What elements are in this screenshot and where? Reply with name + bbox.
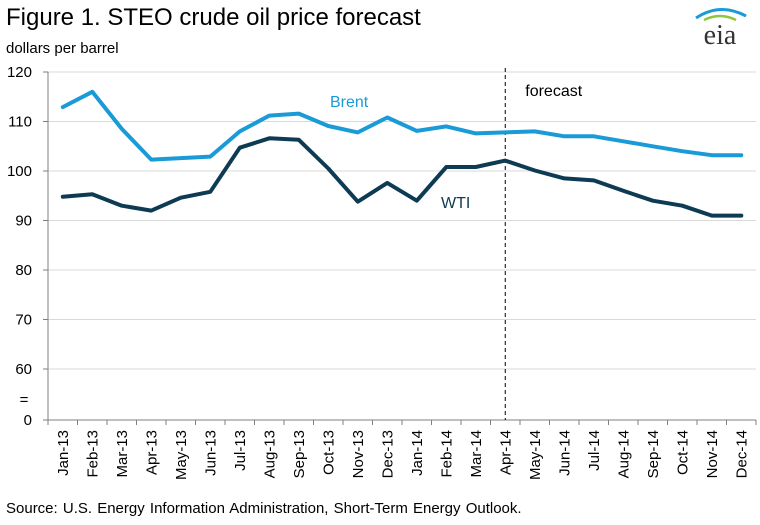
y-tick-label: 60 [15, 361, 32, 378]
forecast-label: forecast [525, 83, 582, 100]
chart-title: Figure 1. STEO crude oil price forecast [6, 4, 421, 31]
x-tick-label: Feb-14 [438, 430, 455, 478]
x-tick-label: Sep-13 [291, 430, 308, 478]
x-axis-ticks: Jan-13 Feb-13 Mar-13 Apr-13 May-13 Jun-13 Jul-… [55, 430, 751, 480]
y-tick-label: 100 [7, 163, 32, 180]
x-tick-label: Apr-13 [143, 430, 160, 475]
forecast-divider: forecast [504, 68, 583, 420]
x-tick-label: Jan-14 [409, 430, 426, 476]
series-line-brent [60, 89, 744, 162]
series-label-wti: WTI [441, 195, 470, 212]
x-tick-label: Nov-13 [350, 430, 367, 478]
axes [43, 71, 757, 425]
x-tick-label: Mar-14 [468, 430, 485, 478]
x-tick-label: Sep-14 [645, 430, 662, 478]
x-tick-label: Aug-14 [615, 430, 632, 478]
x-tick-label: Aug-13 [261, 430, 278, 478]
y-tick-label: 0 [24, 412, 32, 429]
eia-logo: eia [695, 8, 747, 48]
x-tick-label: Jul-13 [232, 430, 249, 471]
series-label-brent: Brent [330, 94, 369, 111]
y-axis-ticks: 0 60 70 80 90 100 110 120 = [7, 64, 32, 429]
y-tick-label: 80 [15, 262, 32, 279]
series-line-wti [60, 136, 744, 218]
y-tick-label: 70 [15, 312, 32, 329]
x-tick-label: Jan-13 [55, 430, 72, 476]
axis-break-marker: = [20, 392, 29, 409]
x-tick-label: Dec-14 [733, 430, 750, 478]
line-chart: 0 60 70 80 90 100 110 120 = Jan-13 Feb-13 Mar-13 Ap… [7, 64, 757, 480]
x-tick-label: Feb-13 [84, 430, 101, 478]
logo-text: eia [704, 20, 737, 48]
series-lines [60, 89, 744, 218]
x-tick-label: May-13 [173, 430, 190, 480]
y-tick-label: 120 [7, 64, 32, 81]
y-tick-label: 110 [8, 114, 32, 131]
x-tick-label: Jul-14 [586, 430, 603, 471]
x-tick-label: May-14 [527, 430, 544, 480]
y-unit-label: dollars per barrel [6, 40, 119, 57]
x-tick-label: Oct-13 [320, 430, 337, 475]
x-tick-label: Apr-14 [497, 430, 514, 475]
y-tick-label: 90 [15, 213, 32, 230]
x-tick-label: Jun-13 [202, 430, 219, 476]
x-tick-label: Dec-13 [379, 430, 396, 478]
gridlines [48, 71, 756, 370]
series-labels: Brent WTI [330, 94, 470, 212]
x-tick-label: Mar-13 [114, 430, 131, 478]
x-tick-label: Jun-14 [556, 430, 573, 476]
x-tick-label: Nov-14 [704, 430, 721, 478]
x-tick-label: Oct-14 [674, 430, 691, 475]
source-note: Source: U.S. Energy Information Administ… [6, 500, 522, 517]
